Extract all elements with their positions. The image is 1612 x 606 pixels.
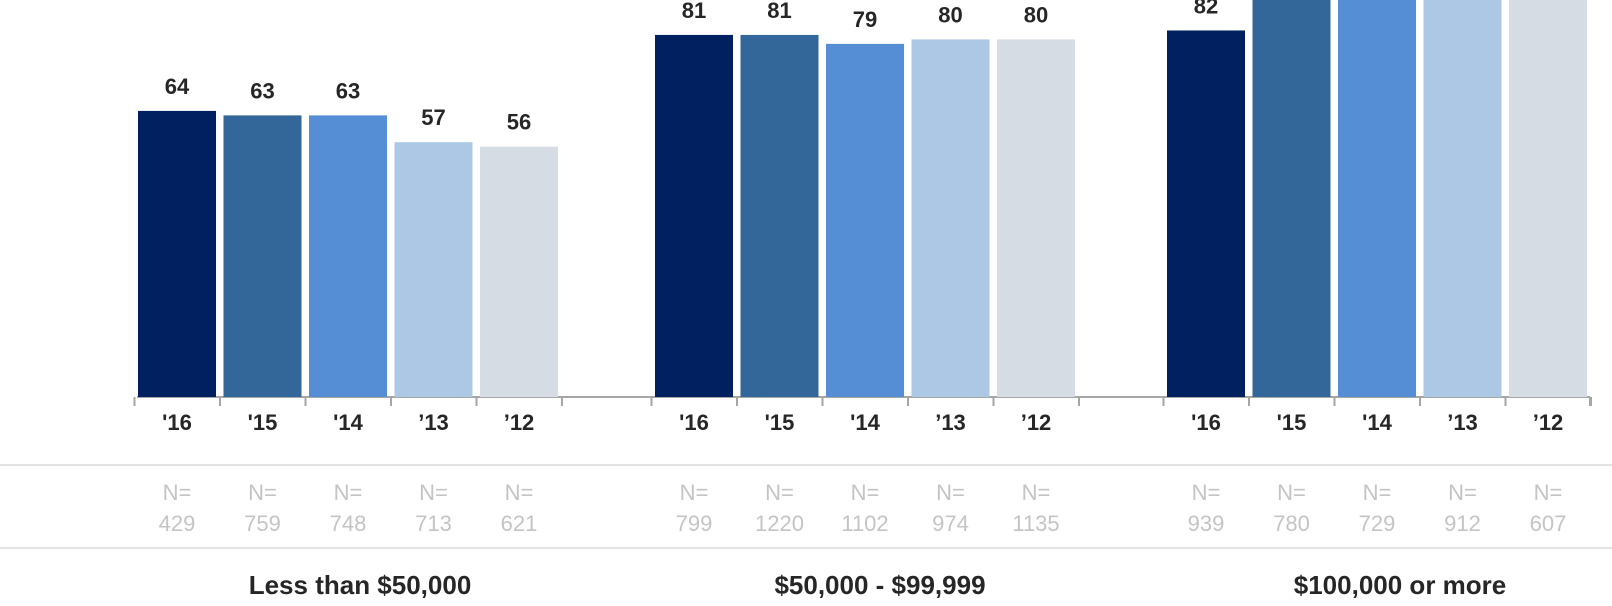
- data-label: 80: [1024, 2, 1048, 27]
- n-count-label: 748: [330, 511, 367, 536]
- x-tick-label: '15: [248, 410, 278, 435]
- bar: [1338, 0, 1416, 397]
- n-prefix-label: N=: [1448, 480, 1477, 505]
- n-prefix-label: N=: [936, 480, 965, 505]
- n-prefix-label: N=: [163, 480, 192, 505]
- bar: [911, 39, 990, 398]
- x-tick-label: '14: [1362, 410, 1392, 435]
- n-count-label: 759: [244, 511, 281, 536]
- bar: [394, 142, 473, 397]
- n-count-label: 1220: [755, 511, 804, 536]
- n-count-label: 429: [159, 511, 196, 536]
- bar: [1167, 30, 1245, 398]
- n-count-label: 939: [1188, 511, 1225, 536]
- n-count-label: 974: [932, 511, 969, 536]
- n-count-label: 912: [1444, 511, 1481, 536]
- n-prefix-label: N=: [334, 480, 363, 505]
- bar: [655, 34, 733, 398]
- x-tick-label: ’13: [935, 410, 966, 435]
- bar: [826, 43, 904, 398]
- x-tick-label: ’13: [418, 410, 449, 435]
- n-prefix-label: N=: [1022, 480, 1051, 505]
- group-label: Less than $50,000: [249, 570, 472, 600]
- bar: [1252, 0, 1331, 397]
- n-count-label: 713: [415, 511, 452, 536]
- x-tick-label: ’13: [1447, 410, 1478, 435]
- data-label: 81: [767, 0, 791, 23]
- data-label: 56: [507, 110, 531, 135]
- group-label: $50,000 - $99,999: [774, 570, 985, 600]
- n-prefix-label: N=: [1363, 480, 1392, 505]
- n-prefix-label: N=: [505, 480, 534, 505]
- n-count-label: 780: [1273, 511, 1310, 536]
- bar: [997, 39, 1075, 398]
- n-count-label: 1135: [1012, 511, 1059, 536]
- x-tick-label: ’12: [1533, 410, 1564, 435]
- x-tick-label: '14: [333, 410, 363, 435]
- bar: [1423, 0, 1502, 397]
- x-tick-label: '15: [1277, 410, 1307, 435]
- x-tick-label: '16: [162, 410, 192, 435]
- x-tick-label: '14: [850, 410, 880, 435]
- group-label: $100,000 or more: [1294, 570, 1506, 600]
- bar: [309, 115, 387, 397]
- n-count-label: 607: [1530, 511, 1567, 536]
- n-prefix-label: N=: [680, 480, 709, 505]
- n-prefix-label: N=: [248, 480, 277, 505]
- x-tick-label: ’12: [504, 410, 535, 435]
- n-count-label: 729: [1359, 511, 1396, 536]
- bar: [740, 34, 819, 398]
- bar: [223, 115, 302, 397]
- data-label: 63: [336, 78, 360, 103]
- n-count-label: 621: [501, 511, 538, 536]
- data-label: 79: [853, 7, 877, 32]
- n-prefix-label: N=: [1277, 480, 1306, 505]
- x-tick-label: '15: [765, 410, 795, 435]
- data-label: 64: [165, 74, 190, 99]
- n-prefix-label: N=: [419, 480, 448, 505]
- x-tick-label: '16: [679, 410, 709, 435]
- data-label: 57: [421, 105, 445, 130]
- x-tick-label: '16: [1191, 410, 1221, 435]
- x-tick-label: ’12: [1021, 410, 1052, 435]
- bar: [1509, 0, 1587, 397]
- data-label: 63: [250, 78, 274, 103]
- n-prefix-label: N=: [1192, 480, 1221, 505]
- n-prefix-label: N=: [1534, 480, 1563, 505]
- n-prefix-label: N=: [851, 480, 880, 505]
- data-label: 80: [938, 2, 962, 27]
- bar: [480, 146, 558, 397]
- data-label: 81: [682, 0, 706, 23]
- data-label: 82: [1194, 0, 1218, 18]
- n-count-label: 1102: [841, 511, 888, 536]
- n-count-label: 799: [676, 511, 713, 536]
- bar: [138, 110, 216, 398]
- n-prefix-label: N=: [765, 480, 794, 505]
